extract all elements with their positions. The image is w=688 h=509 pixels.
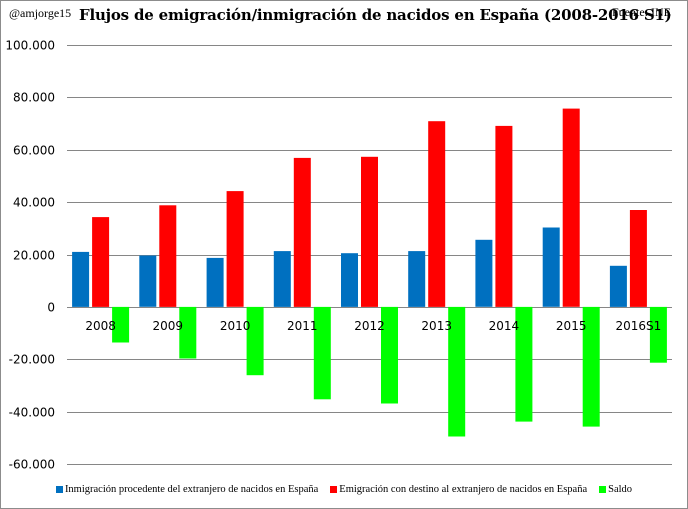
bar-saldo (112, 306, 130, 343)
bar-saldo (313, 306, 331, 400)
bar-saldo (649, 306, 667, 363)
y-tick-label: -60.000 (9, 458, 55, 472)
legend-swatch-emigration (330, 486, 338, 493)
legend-item-immigration: Inmigración procedente del extranjero de… (55, 484, 319, 495)
legend: Inmigración procedente del extranjero de… (0, 484, 688, 495)
bar-emigration (293, 157, 311, 307)
bar-immigration (408, 251, 426, 307)
x-tick-label: 2011 (287, 319, 318, 333)
bar-saldo (381, 306, 398, 404)
bar-emigration (226, 191, 244, 307)
y-tick-label: 100.000 (5, 39, 55, 53)
bar-immigration (475, 239, 493, 307)
bar-emigration (495, 125, 513, 307)
bars (72, 108, 667, 437)
legend-swatch-saldo (599, 486, 607, 493)
bar-immigration (341, 253, 358, 307)
bar-emigration (92, 217, 110, 307)
x-tick-label: 2010 (220, 319, 251, 333)
y-tick-label: 40.000 (13, 196, 55, 210)
bar-emigration (428, 121, 446, 307)
x-axis-ticks: 2008 2009 2010 2011 2012 2013 2014 2015 2016S1 (85, 319, 661, 333)
x-tick-label: 2016S1 (616, 319, 662, 333)
bar-immigration (72, 251, 90, 307)
x-tick-label: 2008 (85, 319, 116, 333)
y-tick-label: -20.000 (9, 353, 55, 367)
bar-emigration (562, 108, 580, 307)
bar-emigration (361, 156, 378, 307)
legend-label-emigration: Emigración con destino al extranjero de … (339, 484, 588, 495)
y-tick-label: 0 (47, 301, 55, 315)
y-tick-label: -40.000 (9, 406, 55, 420)
x-tick-label: 2012 (354, 319, 385, 333)
legend-label-saldo: Saldo (608, 484, 633, 495)
bar-immigration (139, 255, 157, 307)
x-tick-label: 2013 (421, 319, 452, 333)
bar-saldo (515, 306, 533, 422)
bar-saldo (448, 306, 466, 437)
bar-immigration (542, 227, 560, 307)
bar-immigration (609, 265, 627, 307)
y-tick-label: 60.000 (13, 144, 55, 158)
legend-swatch-immigration (55, 486, 63, 493)
y-axis-ticks: 100.000 80.000 60.000 40.000 20.000 0 -20.000 -… (5, 39, 55, 472)
source-label: Fuente: INE (612, 5, 671, 19)
bar-saldo (246, 306, 264, 376)
legend-item-saldo: Saldo (599, 484, 632, 495)
bar-immigration (273, 251, 291, 307)
legend-item-emigration: Emigración con destino al extranjero de … (330, 484, 587, 495)
x-tick-label: 2015 (556, 319, 587, 333)
y-tick-label: 20.000 (13, 249, 55, 263)
chart-title: Flujos de emigración/inmigración de naci… (79, 6, 672, 24)
bar-saldo (179, 306, 197, 359)
author-handle: @amjorge15 (9, 6, 72, 20)
bar-immigration (206, 257, 224, 307)
bar-saldo (582, 306, 600, 427)
x-tick-label: 2009 (153, 319, 184, 333)
bar-emigration (629, 210, 647, 307)
x-tick-label: 2014 (489, 319, 520, 333)
y-tick-label: 80.000 (13, 91, 55, 105)
bar-emigration (159, 205, 177, 307)
legend-label-immigration: Inmigración procedente del extranjero de… (64, 484, 319, 495)
